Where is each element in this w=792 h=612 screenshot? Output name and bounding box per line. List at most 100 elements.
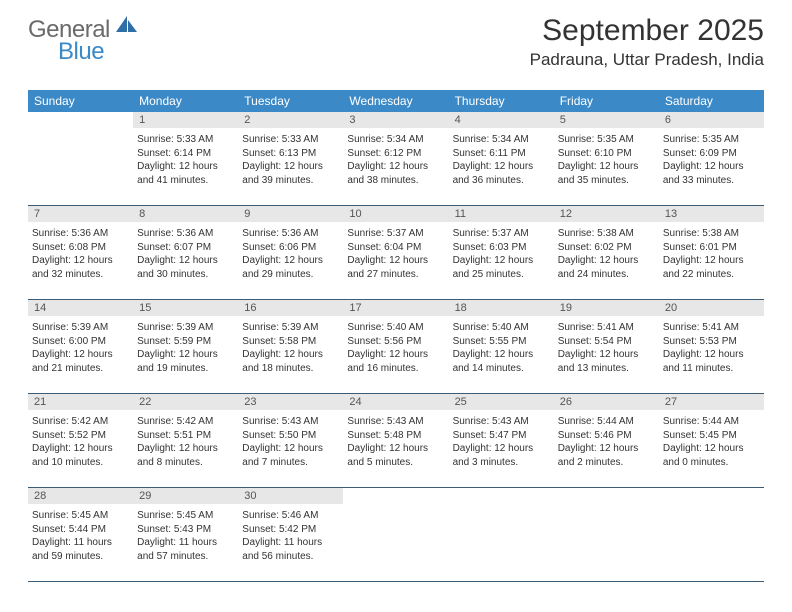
dayname-row: SundayMondayTuesdayWednesdayThursdayFrid… — [28, 90, 764, 112]
cell-details: Sunrise: 5:34 AMSunset: 6:12 PMDaylight:… — [347, 133, 444, 187]
calendar-cell: Sunrise: 5:42 AMSunset: 5:51 PMDaylight:… — [133, 413, 238, 487]
brand-logo: General Blue — [28, 16, 138, 66]
calendar-cell: Sunrise: 5:41 AMSunset: 5:54 PMDaylight:… — [554, 319, 659, 393]
logo-text-sub: Blue — [58, 38, 138, 66]
calendar-week: Sunrise: 5:33 AMSunset: 6:14 PMDaylight:… — [28, 131, 764, 206]
dayname-saturday: Saturday — [659, 90, 764, 112]
cell-details: Sunrise: 5:44 AMSunset: 5:45 PMDaylight:… — [663, 415, 760, 469]
calendar-cell: Sunrise: 5:37 AMSunset: 6:04 PMDaylight:… — [343, 225, 448, 299]
date-number: 1 — [133, 112, 238, 128]
calendar-cell: Sunrise: 5:38 AMSunset: 6:02 PMDaylight:… — [554, 225, 659, 299]
calendar-cell: Sunrise: 5:39 AMSunset: 5:59 PMDaylight:… — [133, 319, 238, 393]
cell-details: Sunrise: 5:39 AMSunset: 5:58 PMDaylight:… — [242, 321, 339, 375]
calendar: SundayMondayTuesdayWednesdayThursdayFrid… — [28, 90, 764, 582]
date-number: 2 — [238, 112, 343, 128]
calendar-cell: Sunrise: 5:37 AMSunset: 6:03 PMDaylight:… — [449, 225, 554, 299]
calendar-week: Sunrise: 5:39 AMSunset: 6:00 PMDaylight:… — [28, 319, 764, 394]
cell-details: Sunrise: 5:43 AMSunset: 5:50 PMDaylight:… — [242, 415, 339, 469]
cell-details: Sunrise: 5:37 AMSunset: 6:04 PMDaylight:… — [347, 227, 444, 281]
calendar-cell: Sunrise: 5:35 AMSunset: 6:09 PMDaylight:… — [659, 131, 764, 205]
calendar-cell: Sunrise: 5:40 AMSunset: 5:56 PMDaylight:… — [343, 319, 448, 393]
calendar-cell — [449, 507, 554, 581]
date-number: 7 — [28, 206, 133, 222]
calendar-cell: Sunrise: 5:34 AMSunset: 6:12 PMDaylight:… — [343, 131, 448, 205]
calendar-cell: Sunrise: 5:46 AMSunset: 5:42 PMDaylight:… — [238, 507, 343, 581]
date-number: 25 — [449, 394, 554, 410]
calendar-cell: Sunrise: 5:45 AMSunset: 5:44 PMDaylight:… — [28, 507, 133, 581]
cell-details: Sunrise: 5:41 AMSunset: 5:54 PMDaylight:… — [558, 321, 655, 375]
cell-details: Sunrise: 5:33 AMSunset: 6:14 PMDaylight:… — [137, 133, 234, 187]
cell-details: Sunrise: 5:43 AMSunset: 5:47 PMDaylight:… — [453, 415, 550, 469]
calendar-cell — [659, 507, 764, 581]
date-number: 15 — [133, 300, 238, 316]
date-number: 21 — [28, 394, 133, 410]
calendar-week: Sunrise: 5:42 AMSunset: 5:52 PMDaylight:… — [28, 413, 764, 488]
date-number: 6 — [659, 112, 764, 128]
date-row: 14151617181920 — [28, 300, 764, 316]
cell-details: Sunrise: 5:37 AMSunset: 6:03 PMDaylight:… — [453, 227, 550, 281]
calendar-cell — [28, 131, 133, 205]
date-number: 16 — [238, 300, 343, 316]
date-number: 29 — [133, 488, 238, 504]
calendar-cell: Sunrise: 5:45 AMSunset: 5:43 PMDaylight:… — [133, 507, 238, 581]
cell-details: Sunrise: 5:44 AMSunset: 5:46 PMDaylight:… — [558, 415, 655, 469]
dayname-tuesday: Tuesday — [238, 90, 343, 112]
date-row: 123456 — [28, 112, 764, 128]
date-row: 282930 — [28, 488, 764, 504]
cell-details: Sunrise: 5:38 AMSunset: 6:01 PMDaylight:… — [663, 227, 760, 281]
date-number: 10 — [343, 206, 448, 222]
calendar-cell: Sunrise: 5:36 AMSunset: 6:07 PMDaylight:… — [133, 225, 238, 299]
cell-details: Sunrise: 5:40 AMSunset: 5:56 PMDaylight:… — [347, 321, 444, 375]
dayname-friday: Friday — [554, 90, 659, 112]
page-location: Padrauna, Uttar Pradesh, India — [530, 50, 764, 70]
cell-details: Sunrise: 5:35 AMSunset: 6:09 PMDaylight:… — [663, 133, 760, 187]
date-number: 19 — [554, 300, 659, 316]
date-number: 26 — [554, 394, 659, 410]
calendar-cell: Sunrise: 5:36 AMSunset: 6:08 PMDaylight:… — [28, 225, 133, 299]
calendar-cell: Sunrise: 5:39 AMSunset: 6:00 PMDaylight:… — [28, 319, 133, 393]
cell-details: Sunrise: 5:33 AMSunset: 6:13 PMDaylight:… — [242, 133, 339, 187]
calendar-cell: Sunrise: 5:33 AMSunset: 6:13 PMDaylight:… — [238, 131, 343, 205]
calendar-cell: Sunrise: 5:42 AMSunset: 5:52 PMDaylight:… — [28, 413, 133, 487]
logo-sail-icon — [116, 16, 138, 39]
calendar-cell: Sunrise: 5:38 AMSunset: 6:01 PMDaylight:… — [659, 225, 764, 299]
calendar-cell — [343, 507, 448, 581]
cell-details: Sunrise: 5:43 AMSunset: 5:48 PMDaylight:… — [347, 415, 444, 469]
date-number: 8 — [133, 206, 238, 222]
calendar-cell — [554, 507, 659, 581]
calendar-cell: Sunrise: 5:43 AMSunset: 5:48 PMDaylight:… — [343, 413, 448, 487]
cell-details: Sunrise: 5:45 AMSunset: 5:44 PMDaylight:… — [32, 509, 129, 563]
calendar-week: Sunrise: 5:36 AMSunset: 6:08 PMDaylight:… — [28, 225, 764, 300]
date-number: 3 — [343, 112, 448, 128]
cell-details: Sunrise: 5:39 AMSunset: 6:00 PMDaylight:… — [32, 321, 129, 375]
cell-details: Sunrise: 5:34 AMSunset: 6:11 PMDaylight:… — [453, 133, 550, 187]
dayname-thursday: Thursday — [449, 90, 554, 112]
date-number: 5 — [554, 112, 659, 128]
header: September 2025 Padrauna, Uttar Pradesh, … — [530, 14, 764, 70]
calendar-cell: Sunrise: 5:44 AMSunset: 5:46 PMDaylight:… — [554, 413, 659, 487]
cell-details: Sunrise: 5:46 AMSunset: 5:42 PMDaylight:… — [242, 509, 339, 563]
dayname-monday: Monday — [133, 90, 238, 112]
date-number: 18 — [449, 300, 554, 316]
date-number: 27 — [659, 394, 764, 410]
date-number: 28 — [28, 488, 133, 504]
calendar-cell: Sunrise: 5:39 AMSunset: 5:58 PMDaylight:… — [238, 319, 343, 393]
cell-details: Sunrise: 5:42 AMSunset: 5:52 PMDaylight:… — [32, 415, 129, 469]
date-number: 12 — [554, 206, 659, 222]
calendar-cell: Sunrise: 5:44 AMSunset: 5:45 PMDaylight:… — [659, 413, 764, 487]
calendar-cell: Sunrise: 5:43 AMSunset: 5:50 PMDaylight:… — [238, 413, 343, 487]
cell-details: Sunrise: 5:35 AMSunset: 6:10 PMDaylight:… — [558, 133, 655, 187]
cell-details: Sunrise: 5:42 AMSunset: 5:51 PMDaylight:… — [137, 415, 234, 469]
calendar-week: Sunrise: 5:45 AMSunset: 5:44 PMDaylight:… — [28, 507, 764, 582]
date-number: 17 — [343, 300, 448, 316]
calendar-cell: Sunrise: 5:34 AMSunset: 6:11 PMDaylight:… — [449, 131, 554, 205]
date-number: 13 — [659, 206, 764, 222]
dayname-wednesday: Wednesday — [343, 90, 448, 112]
dayname-sunday: Sunday — [28, 90, 133, 112]
cell-details: Sunrise: 5:38 AMSunset: 6:02 PMDaylight:… — [558, 227, 655, 281]
cell-details: Sunrise: 5:45 AMSunset: 5:43 PMDaylight:… — [137, 509, 234, 563]
date-number: 24 — [343, 394, 448, 410]
date-number: 11 — [449, 206, 554, 222]
date-row: 21222324252627 — [28, 394, 764, 410]
date-number: 30 — [238, 488, 343, 504]
